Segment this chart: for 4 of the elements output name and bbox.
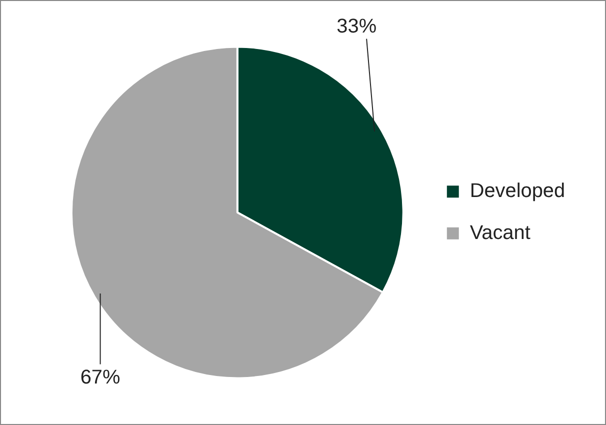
data-label: 33% xyxy=(336,15,377,38)
legend-label: Developed xyxy=(470,180,566,202)
data-label: 67% xyxy=(80,366,120,389)
legend-label: Vacant xyxy=(470,222,531,244)
